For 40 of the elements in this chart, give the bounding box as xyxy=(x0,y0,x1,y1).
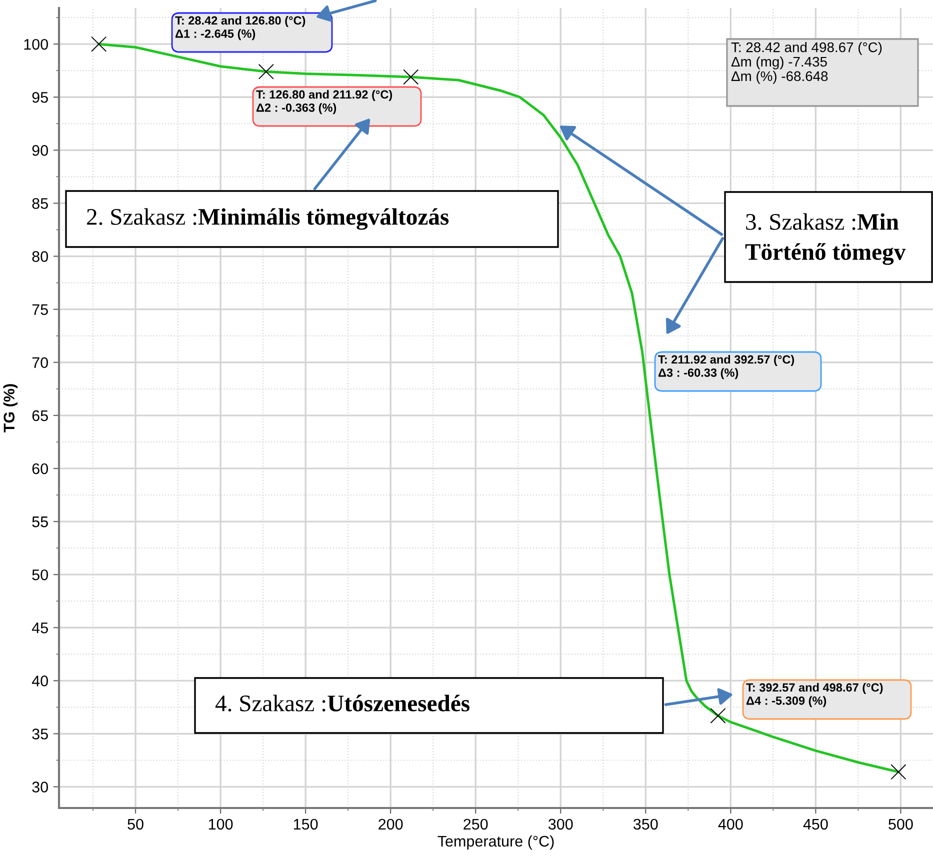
point xyxy=(710,708,726,724)
annotation: T: 211.92 and 392.57 (°C) Δ3 : -60.33 (%) xyxy=(658,355,794,380)
x-tick-label: 150 xyxy=(294,818,318,830)
x-tick-label: 100 xyxy=(208,818,233,830)
x-tick-label: 500 xyxy=(888,818,913,830)
point xyxy=(403,69,419,85)
x-tick-label: 250 xyxy=(464,818,488,830)
x-tick-label: 350 xyxy=(633,818,658,830)
y-tick-label: 45 xyxy=(32,622,48,634)
y-tick-label: 75 xyxy=(32,304,48,316)
x-tick-label: 200 xyxy=(378,818,403,830)
y-tick-label: 35 xyxy=(32,728,48,740)
x-tick-label: 50 xyxy=(128,818,144,830)
y-tick-label: 70 xyxy=(32,357,48,368)
y-tick-label: 95 xyxy=(32,92,48,103)
y-tick-label: 50 xyxy=(32,569,48,580)
point xyxy=(890,764,906,780)
y-tick-label: 55 xyxy=(32,516,48,528)
annotation: 2. Szakasz :Minimális tömegváltozás xyxy=(87,208,449,230)
annotation: T: 392.57 and 498.67 (°C) Δ4 : -5.309 (%) xyxy=(746,683,883,708)
x-tick-label: 400 xyxy=(718,818,743,830)
y-axis-title: TG (%) xyxy=(3,384,18,432)
y-tick-label: 60 xyxy=(32,463,48,474)
y-tick-label: 85 xyxy=(32,198,48,209)
x-axis-title: Temperature (°C) xyxy=(438,835,554,850)
y-tick-label: 65 xyxy=(32,410,48,422)
y-tick-label: 30 xyxy=(32,782,48,792)
y-tick-label: 40 xyxy=(32,676,48,686)
annotation: 3. Szakasz :Min Történő tömegv xyxy=(745,213,906,265)
annotation: T: 28.42 and 126.80 (°C) Δ1 : -2.645 (%) xyxy=(175,16,306,40)
y-tick-label: 90 xyxy=(32,145,48,156)
y-tick-label: 100 xyxy=(24,38,48,50)
annotation: 4. Szakasz :Utószenesedés xyxy=(215,694,470,712)
y-tick-label: 80 xyxy=(32,251,48,262)
point xyxy=(91,36,107,52)
x-tick-label: 300 xyxy=(548,818,573,830)
annotation: T: 126.80 and 211.92 (°C) Δ2 : -0.363 (%) xyxy=(256,90,392,114)
x-tick-label: 450 xyxy=(803,818,828,830)
annotation: T: 28.42 and 498.67 (°C) Δm (mg) -7.435 Δm (%) -68.648 xyxy=(731,42,882,84)
point xyxy=(258,64,274,80)
